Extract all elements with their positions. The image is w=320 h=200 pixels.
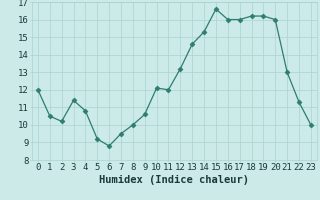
X-axis label: Humidex (Indice chaleur): Humidex (Indice chaleur): [100, 175, 249, 185]
